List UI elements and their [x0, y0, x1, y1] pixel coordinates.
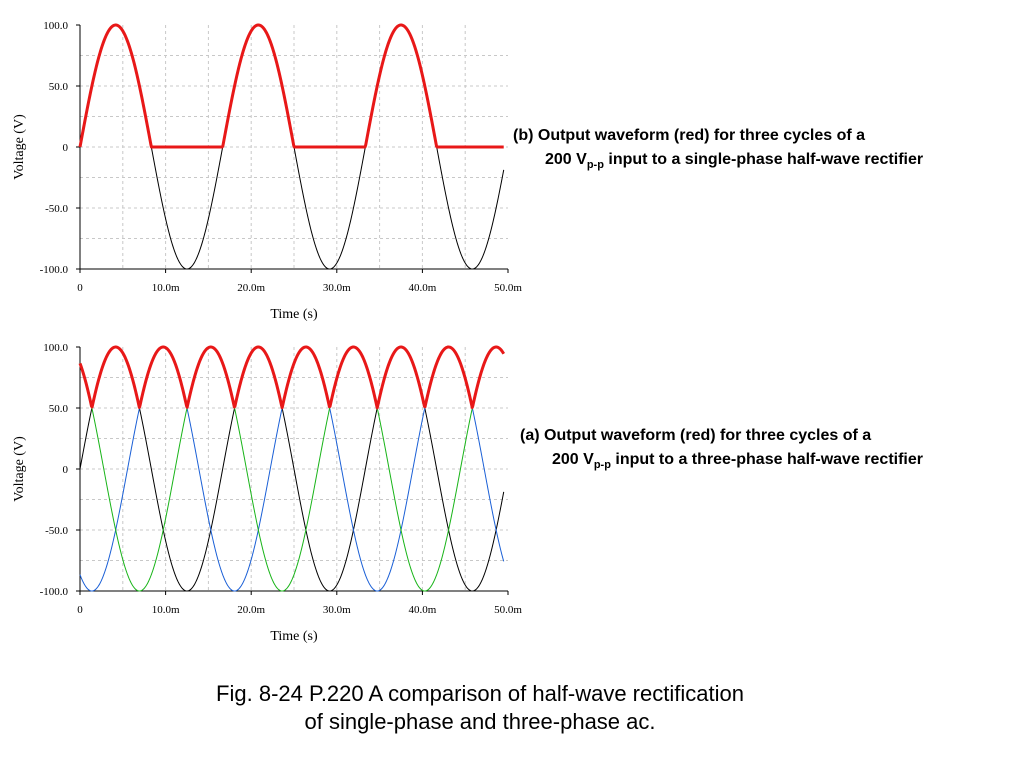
y-tick-label: 0 [63, 464, 69, 476]
y-tick-label: 100.0 [43, 20, 68, 32]
x-tick-label: 50.0m [494, 604, 522, 616]
x-tick-label: 0 [77, 604, 83, 616]
single-phase-caption-line1: (b) Output waveform (red) for three cycl… [513, 127, 866, 144]
three-phase-caption-line2-post: input to a three-phase half-wave rectifi… [610, 451, 923, 468]
three-phase-caption-subscript: p-p [593, 459, 611, 472]
figure-caption-line1: Fig. 8-24 P.220 A comparison of half-wav… [216, 681, 744, 706]
rectified-output-line [78, 345, 506, 410]
rectified-output-line [78, 23, 505, 149]
y-tick-label: 0 [63, 142, 69, 154]
x-tick-label: 0 [77, 282, 83, 294]
three-phase-caption-line1: (a) Output waveform (red) for three cycl… [520, 427, 872, 444]
single-phase-caption-subscript: p-p [586, 159, 604, 172]
figure-caption-line2: of single-phase and three-phase ac. [304, 709, 656, 734]
three-phase-caption: (a) Output waveform (red) for three cycl… [520, 424, 923, 477]
x-tick-label: 30.0m [323, 282, 351, 294]
y-tick-label: -50.0 [45, 203, 68, 215]
single-phase-caption-line2-post: input to a single-phase half-wave rectif… [603, 151, 924, 168]
x-tick-label: 30.0m [323, 604, 351, 616]
x-tick-label: 20.0m [237, 604, 265, 616]
three-phase-caption-line2-pre: 200 V [552, 451, 594, 468]
y-tick-label: -100.0 [40, 586, 69, 598]
x-tick-label: 40.0m [408, 604, 436, 616]
single-phase-chart: 100.0 50.0 0 -50.0 -100.0 0 10.0m 20.0m 30.0m 40.… [12, 20, 522, 322]
y-axis-label: Voltage (V) [12, 114, 27, 180]
single-phase-caption: (b) Output waveform (red) for three cycl… [513, 124, 923, 177]
x-tick-label: 40.0m [408, 282, 436, 294]
input-phase-line [79, 346, 505, 592]
y-tick-label: -50.0 [45, 525, 68, 537]
input-phase-line [79, 346, 505, 592]
y-tick-label: 50.0 [49, 81, 69, 93]
y-axis-label: Voltage (V) [12, 436, 27, 502]
three-phase-chart: 100.0 50.0 0 -50.0 -100.0 0 10.0m 20.0m 30.0m 40.… [12, 342, 522, 644]
x-tick-label: 20.0m [237, 282, 265, 294]
figure-caption: Fig. 8-24 P.220 A comparison of half-wav… [0, 680, 960, 736]
x-tick-label: 10.0m [152, 282, 180, 294]
x-axis-label: Time (s) [270, 629, 318, 644]
single-phase-caption-line2-pre: 200 V [545, 151, 587, 168]
y-tick-label: 100.0 [43, 342, 68, 354]
x-axis-label: Time (s) [270, 307, 318, 322]
y-tick-label: 50.0 [49, 403, 69, 415]
x-tick-label: 10.0m [152, 604, 180, 616]
x-tick-label: 50.0m [494, 282, 522, 294]
y-tick-label: -100.0 [40, 264, 69, 276]
